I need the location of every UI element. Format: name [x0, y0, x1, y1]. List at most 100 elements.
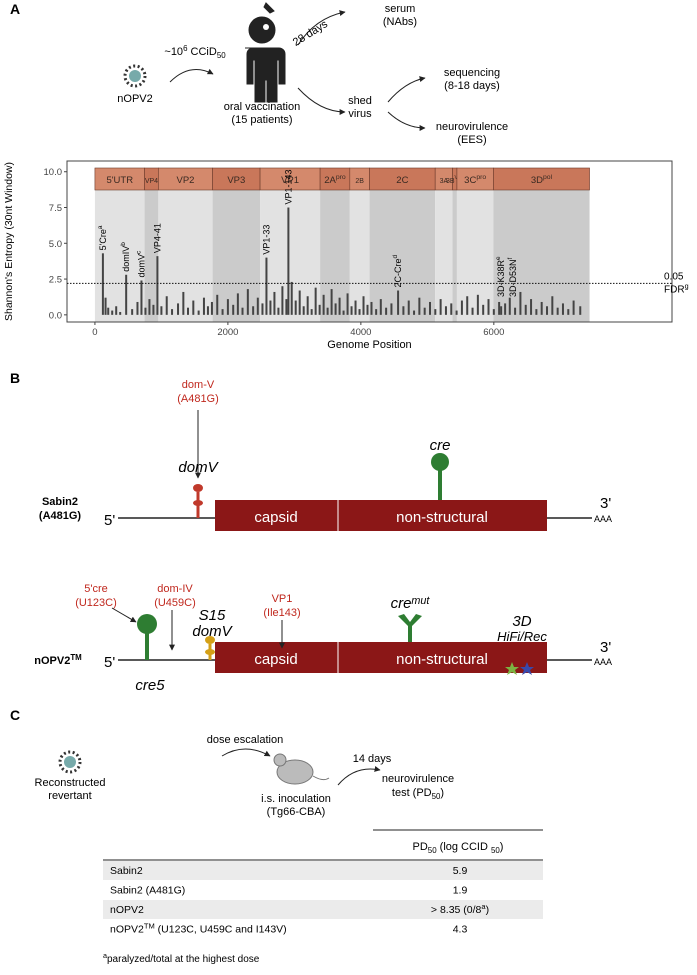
bar — [482, 304, 485, 315]
vaccination-label: (15 patients) — [231, 114, 292, 126]
text-part: TM — [70, 653, 82, 662]
annotation: 3D-K38Re — [495, 256, 506, 297]
x-axis-label: Genome Position — [327, 339, 411, 351]
text-part: test (PD — [392, 787, 432, 799]
test-label: neurovirulence — [382, 773, 454, 785]
polya-label: AAA — [594, 514, 612, 524]
bar — [556, 307, 559, 315]
bar — [210, 301, 213, 315]
y-tick-label: 2.5 — [49, 275, 62, 286]
x-tick-label: 0 — [92, 327, 97, 338]
bar — [407, 300, 410, 315]
panel-c-icons — [58, 748, 381, 786]
text-part: 2A — [324, 175, 336, 186]
annotation: 2C-Cred — [392, 254, 403, 287]
sequencing-label: sequencing — [444, 67, 500, 79]
text-part: e — [495, 256, 502, 260]
segment-label: capsid — [254, 509, 297, 526]
region-label: VP2 — [176, 175, 194, 186]
x-tick-label: 6000 — [483, 327, 504, 338]
bar — [318, 304, 321, 315]
bar — [342, 310, 345, 315]
text-part: (U123C, U459C and I143V) — [155, 924, 287, 936]
bar — [136, 301, 139, 315]
bar — [322, 294, 325, 315]
segment-label: capsid — [254, 651, 297, 668]
bar — [269, 300, 272, 315]
region-label: 2Apro — [324, 174, 346, 186]
sequencing-label: (8-18 days) — [444, 80, 500, 92]
bar — [140, 280, 143, 315]
bar — [370, 301, 373, 315]
bar — [572, 300, 575, 315]
segment-label: non-structural — [396, 651, 488, 668]
bar — [241, 307, 244, 315]
region-box — [493, 167, 590, 191]
bar — [508, 297, 511, 315]
mutation-label: (U459C) — [154, 597, 196, 609]
bar — [119, 311, 122, 315]
x-tick-label: 2000 — [217, 327, 238, 338]
y-tick-label: 7.5 — [49, 203, 62, 214]
bar — [206, 306, 209, 315]
bar — [125, 274, 128, 315]
end-label: 3' — [600, 495, 611, 512]
revertant-label: Reconstructed — [35, 777, 106, 789]
element-label: cre5 — [135, 677, 165, 694]
shed-label: virus — [348, 108, 372, 120]
bar — [148, 299, 151, 315]
bar — [252, 306, 255, 315]
bar — [397, 290, 400, 315]
text-part: ) — [500, 841, 504, 853]
bar — [202, 297, 205, 315]
bar — [216, 294, 219, 315]
text-part: ) — [440, 787, 444, 799]
panel-letter: A — [10, 1, 20, 17]
text-part: CCiD — [187, 46, 216, 58]
bar — [338, 297, 341, 315]
bar — [492, 309, 495, 315]
y-tick-label: 10.0 — [44, 167, 63, 178]
bar — [535, 309, 538, 315]
inoculation-label: i.s. inoculation — [261, 793, 331, 805]
text-part: 5'Cre — [98, 229, 108, 250]
bar — [287, 207, 290, 315]
end-label: 5' — [104, 512, 115, 529]
region-shade — [435, 190, 453, 322]
text-part: pro — [476, 174, 486, 181]
text-part: 3C — [464, 175, 476, 186]
bar — [514, 307, 517, 315]
bar — [104, 297, 107, 315]
text-part: mut — [411, 595, 430, 607]
annotation: 3D-D53Nf — [507, 257, 518, 297]
dose-label: ~106 CCiD50 — [164, 44, 226, 60]
bar — [362, 296, 365, 315]
serum-label: (NAbs) — [383, 16, 417, 28]
text-part: g — [685, 281, 689, 290]
table-cell: Sabin2 (A481G) — [110, 885, 185, 897]
mutation-label: VP1 — [272, 593, 293, 605]
table-cell: 4.3 — [453, 924, 468, 936]
bar — [500, 306, 503, 315]
bar — [530, 299, 533, 315]
strain-name: nOPV2TM — [34, 653, 82, 667]
region-label: VP1 — [281, 175, 299, 186]
bar — [540, 301, 543, 315]
text-part: paralyzed/total at the highest dose — [107, 954, 260, 965]
y-tick-label: 5.0 — [49, 239, 62, 250]
bar — [261, 303, 264, 315]
region-label: VP4 — [145, 178, 158, 185]
neurovirulence-label: (EES) — [457, 134, 486, 146]
bar — [246, 289, 249, 315]
element-label: domV — [178, 459, 219, 476]
bar — [298, 290, 301, 315]
shed-label: shed — [348, 95, 372, 107]
mutation-label: dom-IV — [157, 583, 193, 595]
bar — [101, 253, 104, 315]
text-part: d — [392, 254, 399, 258]
serum-label: serum — [385, 3, 416, 15]
bar — [302, 306, 305, 315]
bar — [232, 304, 235, 315]
bar — [471, 307, 474, 315]
